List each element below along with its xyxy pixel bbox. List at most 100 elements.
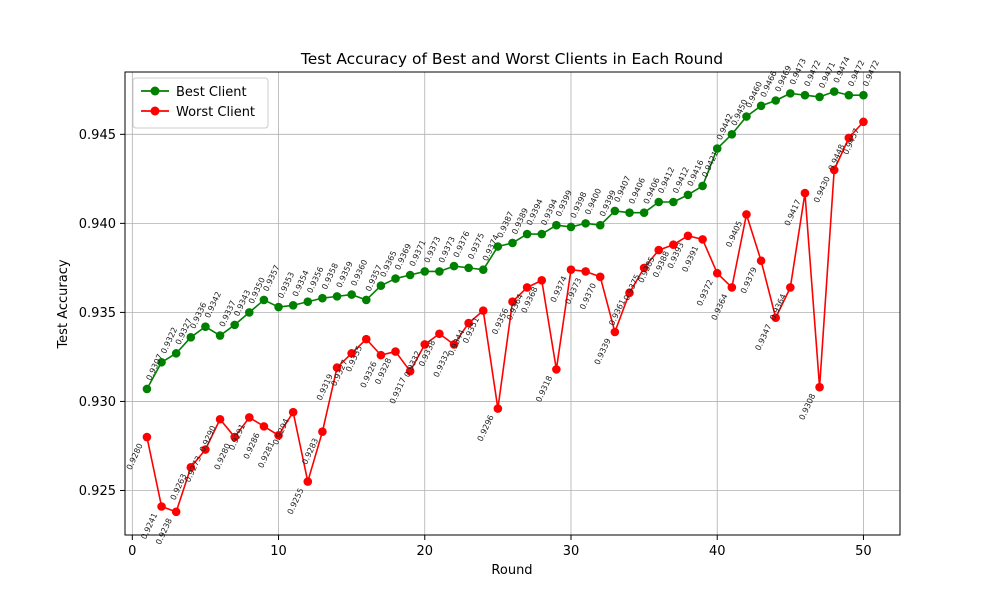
data-point-worst-client — [800, 188, 810, 198]
data-point-best-client — [625, 208, 634, 217]
legend-label-worst: Worst Client — [176, 105, 255, 120]
x-tick-label: 30 — [563, 544, 580, 559]
data-point-worst-client — [201, 445, 210, 454]
data-point-best-client — [142, 384, 152, 394]
data-point-best-client — [566, 222, 576, 232]
data-point-best-client — [230, 320, 239, 330]
data-point-best-client — [698, 181, 707, 191]
plot-frame — [124, 71, 901, 536]
data-point-best-client — [844, 90, 854, 100]
data-point-best-client — [712, 144, 722, 153]
data-point-worst-client — [581, 267, 590, 276]
data-point-worst-client — [683, 231, 693, 241]
data-point-worst-client — [318, 427, 327, 437]
data-point-best-client — [595, 220, 605, 230]
series-best-client — [142, 87, 868, 394]
data-point-best-client — [742, 112, 751, 121]
data-point-worst-client — [435, 329, 444, 339]
data-point-worst-client — [244, 413, 254, 422]
data-point-best-client — [274, 302, 283, 312]
data-point-best-client — [435, 267, 444, 276]
data-point-best-client — [859, 90, 868, 100]
data-point-best-client — [771, 96, 781, 105]
data-point-worst-client — [288, 407, 298, 417]
data-point-best-client — [786, 89, 795, 98]
data-point-best-client — [347, 290, 356, 299]
data-point-best-client — [361, 295, 371, 305]
data-point-worst-client — [610, 327, 620, 337]
data-point-worst-client — [449, 340, 459, 349]
y-tick-label: 0.925 — [79, 484, 116, 499]
y-tick-label: 0.945 — [79, 128, 116, 143]
data-point-worst-client — [786, 283, 795, 292]
data-point-best-client — [157, 357, 166, 367]
data-point-best-client — [376, 281, 386, 290]
data-point-worst-client — [639, 263, 649, 273]
data-point-best-client — [332, 292, 342, 301]
data-point-best-client — [654, 197, 664, 207]
x-tick-label: 20 — [416, 544, 433, 559]
data-point-best-client — [552, 220, 561, 230]
data-point-worst-client — [186, 463, 196, 472]
data-point-worst-client — [552, 365, 561, 374]
data-point-worst-client — [259, 422, 269, 431]
x-tick-label: 10 — [270, 544, 287, 559]
y-tick-label: 0.930 — [79, 395, 116, 410]
data-point-worst-client — [274, 430, 283, 440]
data-point-best-client — [683, 190, 693, 200]
y-tick-label: 0.935 — [79, 306, 116, 321]
data-point-best-client — [581, 219, 590, 228]
data-point-best-client — [215, 331, 225, 340]
data-point-worst-client — [698, 235, 707, 244]
series-layer — [142, 87, 868, 517]
data-point-best-client — [288, 300, 298, 310]
data-point-worst-client — [478, 306, 488, 315]
data-point-best-client — [449, 261, 459, 271]
data-point-best-client — [186, 333, 196, 342]
data-point-best-client — [391, 274, 400, 283]
y-axis: 0.925 0.930 0.935 0.940 0.945 — [79, 128, 125, 499]
data-point-worst-client — [215, 414, 225, 424]
data-point-best-client — [171, 349, 181, 358]
legend-label-best: Best Client — [176, 85, 247, 100]
data-point-worst-client — [829, 165, 839, 175]
data-point-worst-client — [332, 363, 342, 372]
data-point-best-client — [478, 265, 488, 274]
data-point-worst-client — [625, 288, 634, 298]
data-point-best-client — [639, 208, 649, 217]
data-point-best-client — [244, 308, 254, 317]
data-point-worst-client — [361, 334, 371, 344]
data-point-best-client — [405, 270, 415, 280]
data-point-worst-client — [756, 256, 766, 266]
data-point-best-client — [259, 295, 269, 305]
data-point-best-client — [829, 87, 839, 96]
data-point-worst-client — [712, 268, 722, 278]
series-worst-client — [142, 117, 868, 517]
data-point-worst-client — [142, 432, 152, 442]
legend-marker-best — [150, 86, 160, 96]
data-point-best-client — [727, 130, 737, 139]
x-tick-label: 50 — [855, 544, 872, 559]
legend: Best Client Worst Client — [132, 77, 269, 129]
data-point-best-client — [800, 90, 810, 100]
data-point-worst-client — [171, 507, 181, 517]
data-point-worst-client — [420, 340, 430, 349]
legend-marker-worst — [150, 106, 160, 116]
data-point-worst-client — [464, 318, 473, 328]
data-point-worst-client — [493, 404, 503, 413]
data-point-best-client — [669, 197, 678, 207]
x-tick-label: 40 — [709, 544, 726, 559]
grid — [125, 72, 900, 535]
data-point-best-client — [537, 229, 547, 239]
data-point-worst-client — [727, 283, 737, 292]
data-point-worst-client — [230, 432, 239, 442]
data-point-worst-client — [595, 272, 605, 282]
data-point-worst-client — [742, 210, 751, 219]
data-point-best-client — [420, 267, 430, 276]
y-tick-label: 0.940 — [79, 217, 116, 232]
y-axis-title: Test Accuracy — [56, 259, 71, 349]
data-point-worst-client — [654, 245, 664, 255]
data-point-worst-client — [815, 382, 824, 392]
chart-title: Test Accuracy of Best and Worst Clients … — [300, 50, 723, 68]
